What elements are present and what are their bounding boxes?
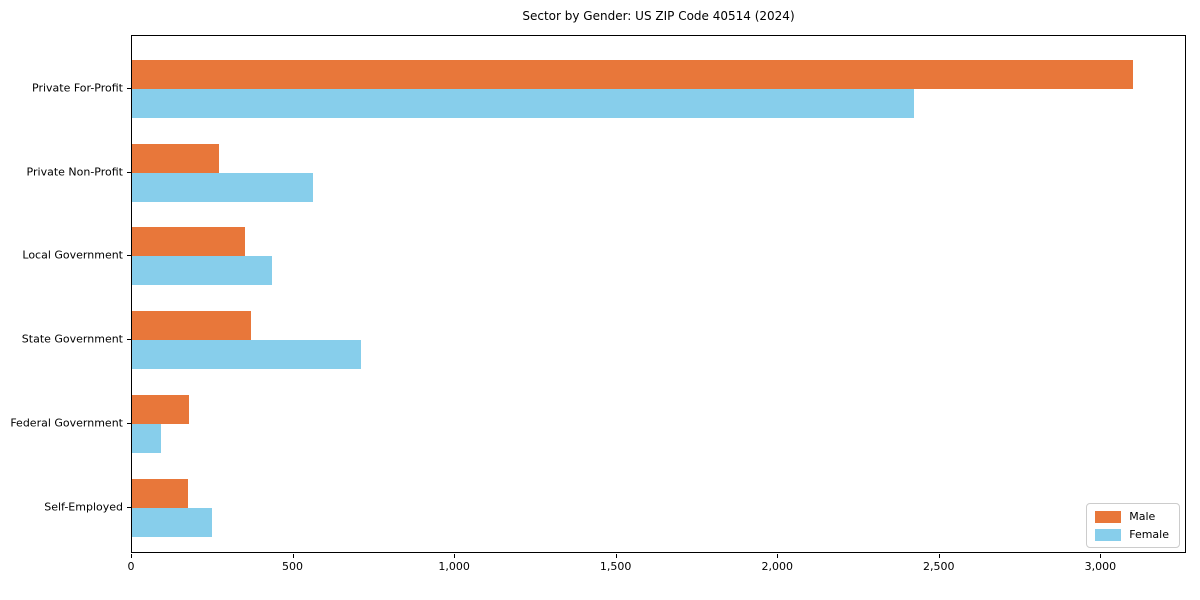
legend-label: Male (1129, 510, 1156, 523)
y-axis-category-label: Federal Government (10, 416, 123, 430)
x-tick-mark (615, 554, 617, 558)
bar-group (132, 394, 1185, 453)
y-tick-mark (127, 506, 131, 508)
legend-item-female: Female (1095, 528, 1169, 541)
legend: Male Female (1086, 503, 1180, 548)
y-axis-category-label: Private For-Profit (32, 81, 123, 95)
bar-female (132, 507, 212, 537)
bar-male (132, 143, 220, 173)
x-tick-mark (777, 554, 779, 558)
x-tick-mark (454, 554, 456, 558)
chart-title: Sector by Gender: US ZIP Code 40514 (202… (522, 9, 795, 23)
x-tick-mark (1100, 554, 1102, 558)
bar-group (132, 60, 1185, 118)
x-axis-tick-label: 1,500 (599, 560, 632, 573)
x-axis-tick-label: 500 (282, 560, 304, 573)
y-tick-mark (127, 255, 131, 257)
plot-area: Male Female (131, 35, 1186, 553)
y-axis-category-label: Local Government (22, 248, 123, 262)
y-tick-mark (127, 422, 131, 424)
y-axis-category-label: Self-Employed (44, 500, 123, 513)
bar-group (132, 311, 1185, 370)
bar-female (132, 89, 915, 118)
bar-group (132, 478, 1185, 537)
legend-label: Female (1129, 528, 1169, 541)
x-tick-mark (292, 554, 294, 558)
bar-male (132, 60, 1134, 89)
bar-female (132, 256, 273, 286)
bar-male (132, 394, 190, 424)
y-axis-category-label: State Government (21, 332, 123, 346)
bar-male (132, 311, 252, 341)
x-axis-tick-label: 2,500 (923, 560, 955, 573)
bar-female (132, 172, 313, 202)
bar-male (132, 478, 189, 508)
legend-swatch-female (1095, 528, 1122, 541)
bar-group (132, 143, 1185, 202)
x-axis-tick-label: 2,000 (761, 560, 793, 573)
x-axis-tick-label: 3,000 (1084, 560, 1117, 573)
x-axis-tick-label: 1,000 (438, 560, 470, 573)
bar-group (132, 227, 1185, 286)
y-axis-category-label: Private Non-Profit (26, 165, 123, 179)
legend-item-male: Male (1095, 510, 1169, 523)
x-tick-mark (938, 554, 940, 558)
y-tick-mark (127, 88, 131, 89)
bar-female (132, 423, 162, 453)
y-tick-mark (127, 171, 131, 173)
legend-swatch-male (1095, 510, 1122, 523)
bar-male (132, 227, 245, 257)
y-tick-mark (127, 339, 131, 341)
x-axis-tick-label: 0 (127, 560, 135, 573)
bar-female (132, 340, 361, 370)
x-tick-mark (131, 554, 132, 558)
